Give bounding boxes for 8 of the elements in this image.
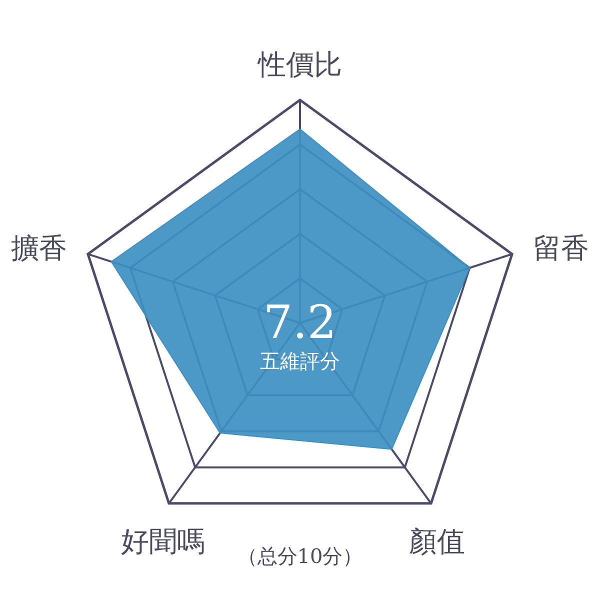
spoke-label: 性價比 — [257, 48, 342, 81]
spoke-label: 擴香 — [10, 231, 67, 264]
text: 7.2 — [263, 295, 337, 349]
spoke-label: 好聞嗎 — [121, 525, 206, 558]
spoke-label: 留香 — [533, 231, 590, 264]
text: 五維評分 — [260, 349, 340, 373]
text: （总分10分） — [237, 544, 363, 568]
spoke-label: 顏值 — [408, 525, 465, 558]
